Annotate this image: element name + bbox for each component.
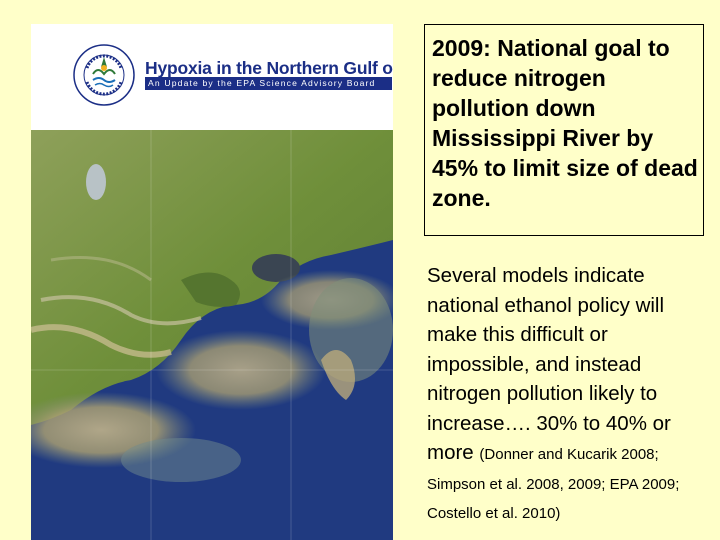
report-subtitle: An Update by the EPA Science Advisory Bo…: [145, 77, 392, 90]
models-statement: Several models indicate national ethanol…: [427, 264, 671, 464]
report-cover-image: Hypoxia in the Northern Gulf of Mexico A…: [31, 24, 393, 540]
goal-statement: 2009: National goal to reduce nitrogen p…: [432, 35, 698, 211]
citation-text: (Donner and Kucarik 2008; Simpson et al.…: [427, 446, 680, 522]
epa-seal-icon: [73, 44, 135, 106]
satellite-image: [31, 130, 393, 540]
models-paragraph: Several models indicate national ethanol…: [427, 261, 712, 527]
report-cover-header: Hypoxia in the Northern Gulf of Mexico A…: [31, 24, 393, 130]
goal-callout-box: 2009: National goal to reduce nitrogen p…: [424, 24, 704, 236]
report-title: Hypoxia in the Northern Gulf of Mexico: [145, 58, 393, 78]
